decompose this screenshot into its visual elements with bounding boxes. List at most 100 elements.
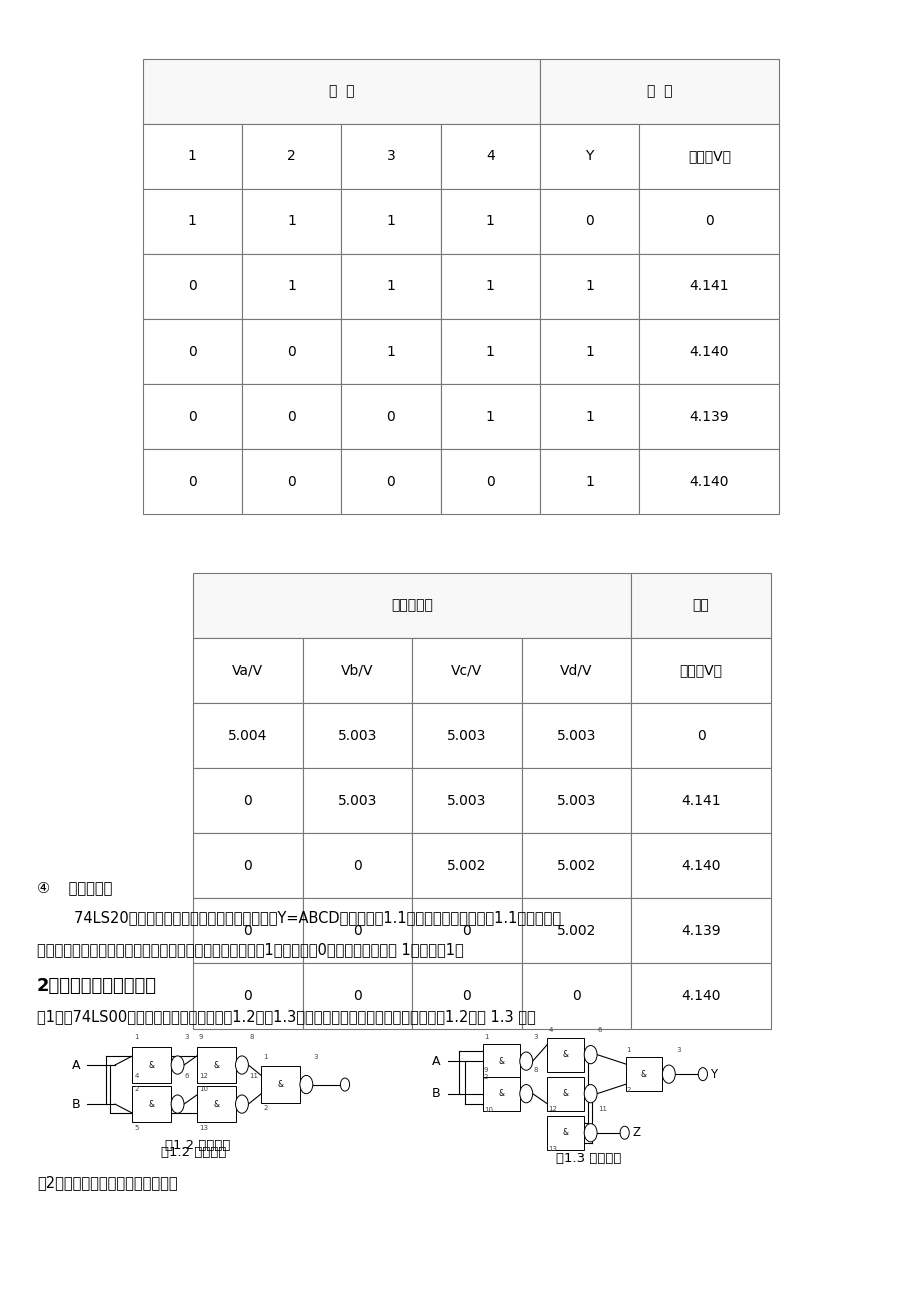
Text: 13: 13 [199, 1125, 208, 1131]
Text: 10: 10 [199, 1086, 208, 1092]
Circle shape [519, 1052, 532, 1070]
Bar [302, 898, 412, 963]
Text: 4.140: 4.140 [689, 345, 728, 358]
Bar [482, 1044, 519, 1078]
Bar [261, 1066, 300, 1103]
Text: 1: 1 [263, 1053, 267, 1060]
Bar [521, 833, 630, 898]
Circle shape [340, 1078, 349, 1091]
Text: 1: 1 [584, 280, 594, 293]
Text: 6: 6 [185, 1073, 189, 1079]
Text: 输  入: 输 入 [328, 85, 354, 98]
Text: 电压（V）: 电压（V） [679, 664, 721, 677]
Text: 5.003: 5.003 [556, 794, 596, 807]
Bar [412, 833, 521, 898]
Text: 图1.2 逻辑电路: 图1.2 逻辑电路 [160, 1146, 226, 1159]
Bar [142, 449, 242, 514]
Bar [193, 898, 302, 963]
Text: 13: 13 [548, 1146, 557, 1152]
Bar [242, 189, 341, 254]
Text: 此电路，测试了与非门电路的逻辑功能为：只有当四个全为1时，输出为0；只要有一个不为 1，输出为1。: 此电路，测试了与非门电路的逻辑功能为：只有当四个全为1时，输出为0；只要有一个不… [37, 941, 463, 957]
Circle shape [171, 1095, 184, 1113]
Text: A: A [432, 1055, 440, 1068]
Text: 74LS20是双四输入与非门，其逻辑表达式为：Y=ABCD。设置如表1.1的输入，所得结果如表1.1所示。通过: 74LS20是双四输入与非门，其逻辑表达式为：Y=ABCD。设置如表1.1的输入… [37, 910, 561, 926]
Text: 4.140: 4.140 [681, 990, 720, 1003]
Text: &: & [213, 1061, 219, 1069]
Text: &: & [213, 1100, 219, 1108]
Circle shape [171, 1056, 184, 1074]
Bar [547, 1077, 584, 1111]
Text: 0: 0 [704, 215, 713, 228]
Text: &: & [562, 1051, 568, 1059]
Bar [539, 254, 639, 319]
Text: &: & [562, 1129, 568, 1137]
Text: 1: 1 [485, 280, 494, 293]
Text: 0: 0 [287, 410, 296, 423]
Bar [341, 189, 440, 254]
Text: 5.003: 5.003 [337, 729, 377, 742]
Text: 2: 2 [483, 1074, 488, 1081]
Text: 1: 1 [386, 215, 395, 228]
Text: 0: 0 [187, 475, 197, 488]
Bar [521, 638, 630, 703]
Text: 0: 0 [696, 729, 705, 742]
Circle shape [662, 1065, 675, 1083]
Bar [302, 768, 412, 833]
Text: 1: 1 [187, 215, 197, 228]
Text: 输  出: 输 出 [646, 85, 672, 98]
Text: 0: 0 [386, 410, 395, 423]
Text: 1: 1 [584, 475, 594, 488]
Circle shape [235, 1095, 248, 1113]
Bar [302, 963, 412, 1029]
Text: 2: 2 [626, 1087, 630, 1094]
Text: &: & [149, 1061, 154, 1069]
Bar [630, 703, 770, 768]
Bar [193, 638, 302, 703]
Text: 1: 1 [626, 1047, 630, 1053]
Text: 2、逻辑电路的逻辑关系: 2、逻辑电路的逻辑关系 [37, 976, 156, 995]
Text: 5.002: 5.002 [556, 859, 596, 872]
Text: 5.003: 5.003 [337, 794, 377, 807]
Text: 1: 1 [584, 410, 594, 423]
Text: &: & [498, 1090, 504, 1098]
Text: 5.003: 5.003 [447, 729, 486, 742]
Text: 5.002: 5.002 [447, 859, 486, 872]
Text: 1: 1 [287, 215, 296, 228]
Text: 12: 12 [548, 1105, 557, 1112]
Text: 0: 0 [244, 924, 252, 937]
Text: 5.004: 5.004 [228, 729, 267, 742]
Bar [630, 898, 770, 963]
Bar [440, 189, 539, 254]
Text: 电压（V）: 电压（V） [687, 150, 730, 163]
Bar [630, 638, 770, 703]
Bar [639, 449, 778, 514]
Bar [142, 59, 539, 124]
Bar [440, 319, 539, 384]
Text: 5.003: 5.003 [447, 794, 486, 807]
Bar [142, 319, 242, 384]
Text: B: B [432, 1087, 440, 1100]
Bar [539, 189, 639, 254]
Text: 0: 0 [244, 990, 252, 1003]
Bar [639, 319, 778, 384]
Text: 1: 1 [483, 1034, 488, 1040]
Text: Y: Y [584, 150, 594, 163]
Text: &: & [278, 1081, 283, 1088]
Text: 0: 0 [244, 794, 252, 807]
Text: &: & [641, 1070, 646, 1078]
Bar [242, 124, 341, 189]
Text: 1: 1 [187, 150, 197, 163]
Bar [639, 124, 778, 189]
Bar [639, 384, 778, 449]
Bar [521, 703, 630, 768]
Text: 3: 3 [675, 1047, 680, 1053]
Text: Vb/V: Vb/V [341, 664, 373, 677]
Text: 各引脚电平: 各引脚电平 [391, 599, 433, 612]
Bar [521, 898, 630, 963]
Circle shape [235, 1056, 248, 1074]
Bar [302, 703, 412, 768]
Bar [242, 254, 341, 319]
Bar [193, 833, 302, 898]
Bar [547, 1038, 584, 1072]
Bar [440, 384, 539, 449]
